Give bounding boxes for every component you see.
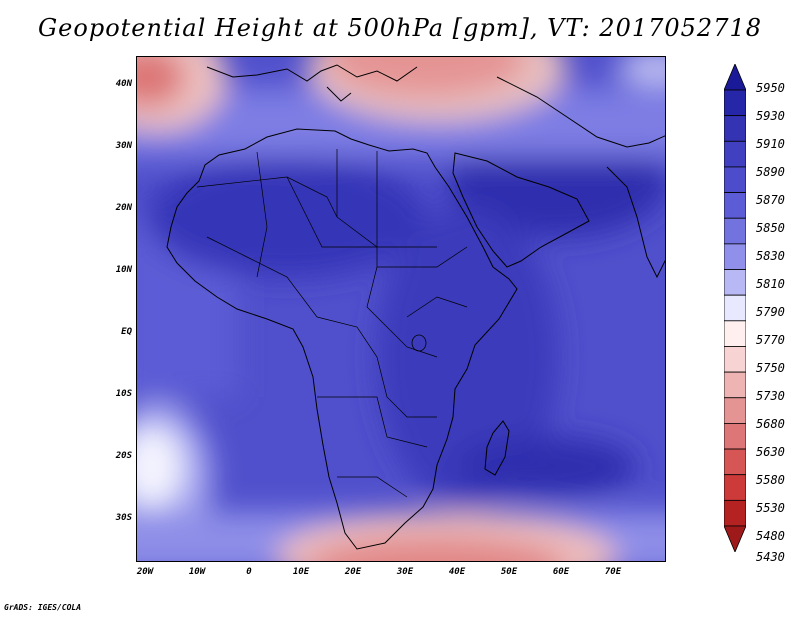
lat-label-30s: 30S xyxy=(115,513,132,523)
colorbar-cell xyxy=(724,140,746,168)
lon-label-20w: 20W xyxy=(136,567,154,577)
field-south-low xyxy=(309,537,565,561)
lon-label-20e: 20E xyxy=(344,567,362,577)
colorbar-cell xyxy=(724,474,746,501)
colorbar-cell xyxy=(724,448,746,476)
arabia-coastline xyxy=(452,152,590,268)
field-indian-ocean-high xyxy=(457,437,637,497)
asia-coastline xyxy=(496,76,665,148)
colorbar-label-5530: 5530 xyxy=(756,501,785,515)
colorbar-label-5870: 5870 xyxy=(756,193,785,207)
lat-label-30n: 30N xyxy=(115,141,132,151)
border-1 xyxy=(196,176,338,218)
border-8 xyxy=(317,396,428,448)
field-sahara-high xyxy=(147,157,427,277)
lat-label-20n: 20N xyxy=(115,203,132,213)
colorbar xyxy=(724,64,746,552)
colorbar-cells xyxy=(724,64,746,552)
colorbar-cell xyxy=(724,166,746,193)
india-coastline xyxy=(606,166,665,279)
chart-title: Geopotential Height at 500hPa [gpm], VT:… xyxy=(38,14,762,42)
colorbar-cell xyxy=(724,320,746,347)
border-9 xyxy=(337,476,408,498)
country-borders xyxy=(196,149,468,498)
lat-label-20s: 20S xyxy=(115,451,132,461)
border-2 xyxy=(256,151,268,278)
colorbar-cell xyxy=(724,294,746,322)
field-atlantic-low xyxy=(137,57,185,107)
border-11 xyxy=(406,296,468,318)
colorbar-cell xyxy=(724,371,746,399)
colorbar-cell xyxy=(724,499,746,527)
colorbar-cell xyxy=(724,423,746,450)
colorbar-label-5950: 5950 xyxy=(756,81,785,95)
lat-label-10n: 10N xyxy=(115,265,132,275)
colorbar-label-5770: 5770 xyxy=(756,333,785,347)
lon-label-10w: 10W xyxy=(188,567,206,577)
colorbar-cell xyxy=(724,346,746,373)
colorbar-cell xyxy=(724,89,746,117)
lon-label-30e: 30E xyxy=(396,567,414,577)
border-5 xyxy=(376,151,468,268)
colorbar-bottom-arrow xyxy=(724,525,746,552)
colorbar-label-5910: 5910 xyxy=(756,137,785,151)
border-3 xyxy=(286,176,377,248)
colorbar-label-5630: 5630 xyxy=(756,445,785,459)
colorbar-cell xyxy=(724,115,746,142)
colorbar-cell xyxy=(724,397,746,424)
colorbar-label-5430: 5430 xyxy=(756,550,785,564)
map-panel xyxy=(136,56,666,562)
europe-coastline xyxy=(206,64,418,82)
colorbar-label-5580: 5580 xyxy=(756,473,785,487)
italy-coastline xyxy=(326,86,352,102)
lon-label-60e: 60E xyxy=(552,567,570,577)
coastlines xyxy=(166,64,665,550)
map-field xyxy=(137,57,665,561)
border-4 xyxy=(336,149,437,248)
field-sw-white xyxy=(137,427,182,507)
lat-label-40n: 40N xyxy=(115,79,132,89)
colorbar-label-5480: 5480 xyxy=(756,529,785,543)
colorbar-label-5850: 5850 xyxy=(756,221,785,235)
lon-label-70e: 70E xyxy=(604,567,622,577)
colorbar-label-5680: 5680 xyxy=(756,417,785,431)
colorbar-label-5890: 5890 xyxy=(756,165,785,179)
africa-coastline xyxy=(166,128,518,550)
lon-label-40e: 40E xyxy=(448,567,466,577)
lon-label-10e: 10E xyxy=(292,567,310,577)
colorbar-cell xyxy=(724,269,746,296)
lake-victoria xyxy=(411,334,427,352)
colorbar-label-5790: 5790 xyxy=(756,305,785,319)
lat-label-10s: 10S xyxy=(115,389,132,399)
lat-label-eq: EQ xyxy=(121,327,132,337)
field-med-low xyxy=(327,57,527,97)
colorbar-top-arrow xyxy=(724,64,746,91)
colorbar-cell xyxy=(724,192,746,219)
border-10 xyxy=(206,236,318,318)
colorbar-label-5730: 5730 xyxy=(756,389,785,403)
colorbar-cell xyxy=(724,243,746,270)
field-ne-light xyxy=(617,57,665,85)
colorbar-cell xyxy=(724,217,746,245)
madagascar-coastline xyxy=(484,420,510,476)
footer-credit: GrADS: IGES/COLA xyxy=(4,603,82,612)
colorbar-label-5810: 5810 xyxy=(756,277,785,291)
colorbar-label-5750: 5750 xyxy=(756,361,785,375)
lon-label-0: 0 xyxy=(246,567,252,577)
colorbar-label-5930: 5930 xyxy=(756,109,785,123)
lon-label-50e: 50E xyxy=(500,567,518,577)
border-7 xyxy=(316,316,437,418)
colorbar-label-5830: 5830 xyxy=(756,249,785,263)
